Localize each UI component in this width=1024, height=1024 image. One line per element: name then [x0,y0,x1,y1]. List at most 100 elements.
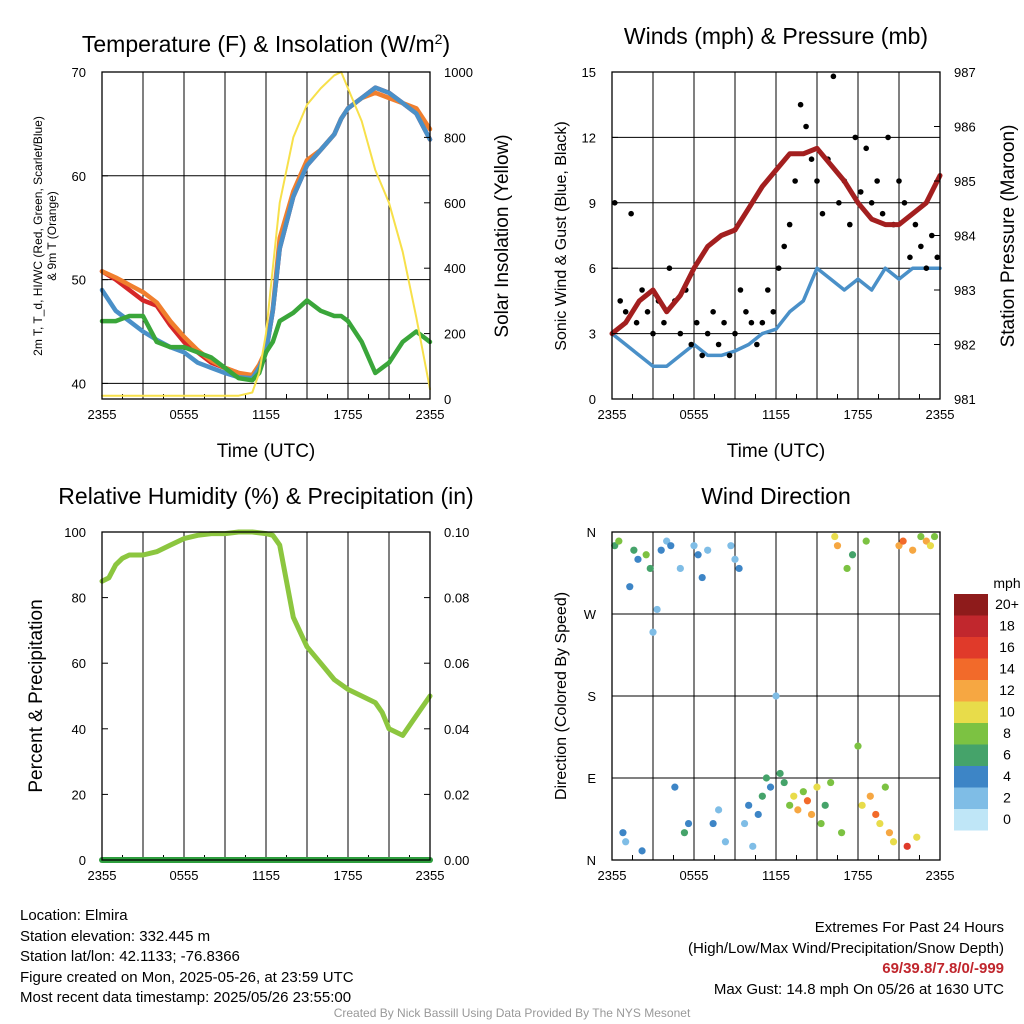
location-text: Location: Elmira [20,907,128,924]
direction-point [780,778,788,787]
gust-point [693,319,700,326]
gust-point [743,309,749,315]
y-tick-label: 40 [72,376,86,391]
sonic-wind-line [610,266,942,369]
y-tick-label: W [584,607,597,622]
humidity-line [99,529,433,738]
y-tick-label: 50 [72,273,86,288]
x-tick-label: 1155 [762,868,790,883]
x-tick-label: 2355 [598,868,627,883]
y-tick-label-right: 200 [444,327,466,342]
direction-point [843,564,851,573]
direction-point [646,564,654,573]
direction-point [903,842,911,850]
y-axis-label-right: Solar Insolation (Yellow) [492,134,513,337]
gust-point [732,330,738,337]
gust-point [836,200,842,206]
y-tick-label: 6 [589,261,596,276]
direction-point [772,692,780,700]
y-tick-label: 60 [72,656,86,671]
direction-point [833,542,842,550]
credit-text: Created By Nick Bassill Using Data Provi… [333,1006,691,1020]
y-tick-label-right: 0.02 [444,787,469,802]
plot-border [611,531,941,861]
y-tick-label: 3 [589,327,596,342]
direction-point [786,801,794,809]
direction-point [838,829,846,837]
x-tick-label: 1155 [252,407,280,422]
direction-point [913,833,921,841]
x-tick-label: 1755 [334,868,363,883]
gust-point [814,178,820,184]
direction-point [680,829,689,837]
x-axis-label: Time (UTC) [217,441,316,462]
direction-point [817,819,825,828]
direction-point [909,546,917,554]
gust-point [929,232,935,239]
gust-point [885,134,891,141]
legend-swatch [954,809,988,831]
panel-4: 2355 0555 1155 1755 2355 Wind Direction N E S W N D… [553,483,1021,883]
direction-point [899,537,907,545]
direction-point [642,551,650,559]
x-tick-label: 0555 [170,868,199,883]
direction-point [926,542,935,550]
y-axis-label-left: 2m T, T_d, HI/WC (Red, Green, Scarlet/Bl… [31,116,59,356]
y-tick-label-right: 982 [954,338,976,353]
y-tick-label-right: 983 [954,283,976,298]
direction-point [854,742,862,750]
direction-point [715,806,723,814]
legend-swatch [954,594,988,616]
y-axis-label-left: Percent & Precipitation [26,599,47,792]
direction-point [721,838,730,846]
legend-label: 6 [1003,747,1011,763]
gust-point [901,200,908,206]
data-timestamp-text: Most recent data timestamp: 2025/05/26 2… [20,989,352,1006]
x-tick-label: 2355 [598,407,627,422]
gust-point [896,178,902,184]
direction-point [758,792,766,800]
y-tick-label: N [587,525,596,540]
gust-point [918,243,924,250]
y-tick-label: 0 [589,392,596,407]
gust-point [628,210,634,217]
y-tick-label-right: 0.00 [444,853,469,868]
direction-point [735,564,743,573]
gust-point [797,101,804,108]
gust-point [907,254,913,261]
direction-point [634,555,642,563]
gust-point [781,243,787,250]
direction-point [821,801,829,809]
gust-point [879,210,886,217]
chart-title: Relative Humidity (%) & Precipitation (i… [58,483,473,509]
x-tick-label: 2355 [926,868,955,883]
direction-point [690,542,698,550]
gust-point [688,341,695,348]
direction-point [872,810,880,819]
direction-point [649,628,657,636]
gust-point [857,189,864,195]
y-tick-label: 12 [582,130,596,145]
gust-point [726,352,733,359]
gust-point [847,221,853,228]
gust-point [721,319,727,326]
gust-point [677,330,684,337]
chart-title: Winds (mph) & Pressure (mb) [624,23,928,49]
gust-point [710,309,716,315]
gust-point [633,319,640,326]
direction-point [667,542,675,550]
y-tick-label: 70 [72,65,86,80]
y-tick-label-right: 984 [954,229,976,244]
direction-point [698,573,706,582]
direction-point [657,546,665,554]
gust-point [704,330,711,337]
gust-point [830,73,837,80]
figure-created-text: Figure created on Mon, 2025-05-26, at 23… [20,968,354,986]
direction-point [827,778,835,787]
y-tick-label-right: 985 [954,174,976,189]
direction-point [749,842,757,850]
direction-point [704,546,712,554]
direction-point [731,555,739,563]
gust-point [819,210,826,217]
insolation-line [101,71,431,397]
